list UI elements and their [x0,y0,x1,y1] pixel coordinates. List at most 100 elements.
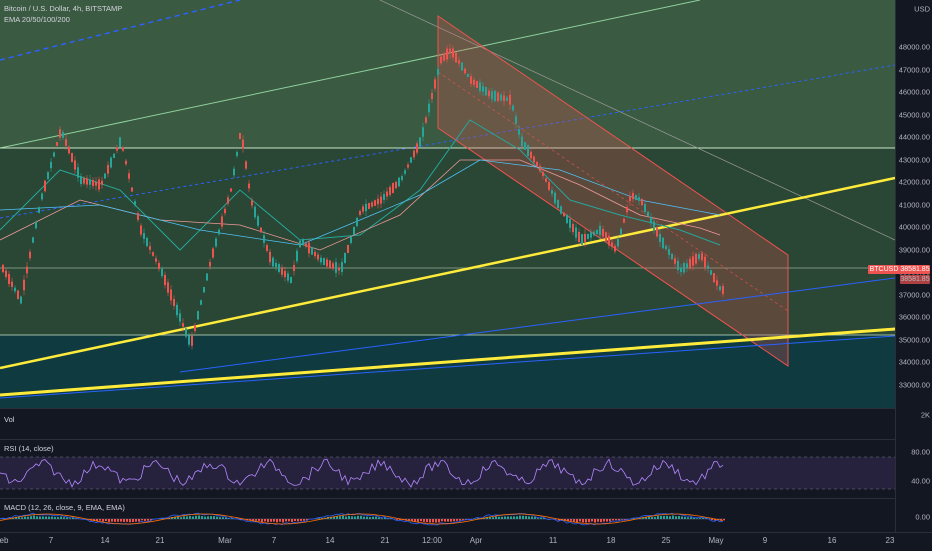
candle-body [542,172,544,176]
main-chart-pane[interactable]: Bitcoin / U.S. Dollar, 4h, BITSTAMP EMA … [0,0,895,408]
macd-bar [195,516,197,519]
rsi-canvas[interactable] [0,440,895,498]
candle-body [446,49,448,60]
candle-body [413,151,415,158]
macd-bar [447,519,449,522]
time-tick: 18 [607,536,616,545]
price-tag[interactable]: 38581.85 [900,265,930,274]
macd-bar [609,519,611,521]
macd-bar [594,519,596,523]
candle-body [515,116,517,123]
main-chart-canvas[interactable] [0,0,895,408]
macd-bar [48,517,50,519]
macd-canvas[interactable] [0,499,895,532]
price-tag-text: 38581.85 [900,266,929,273]
price-tick: 45000.00 [899,110,930,119]
candle-body [437,69,439,75]
time-tick: 11 [549,536,557,545]
candle-body [287,273,289,280]
candle-body [98,180,100,190]
volume-label[interactable]: Vol [4,415,14,424]
macd-bar [318,518,320,519]
macd-bar [198,515,200,519]
candle-body [455,53,457,63]
candle-body [266,245,268,251]
candle-body [467,74,469,77]
candle-body [20,297,22,304]
candle-body [458,60,460,63]
candle-body [86,178,88,184]
time-tick: 7 [272,536,276,545]
macd-bar [366,517,368,519]
candle-body [191,336,193,346]
candle-body [119,137,121,147]
candle-body [380,196,382,203]
price-tag-secondary[interactable]: 38581.85 [900,275,930,284]
candle-body [479,82,481,91]
macd-bar [681,517,683,519]
price-tick: 36000.00 [899,313,930,322]
macd-bar [663,516,665,519]
macd-bar [51,517,53,519]
macd-bar [408,519,410,520]
candle-body [428,104,430,113]
macd-bar [576,519,578,522]
candle-body [584,234,586,242]
candle-body [302,239,304,245]
candle-body [59,129,61,137]
candle-body [578,232,580,242]
candle-body [425,117,427,122]
macd-bar [60,517,62,519]
macd-bar [603,519,605,522]
time-tick: 25 [662,536,671,545]
macd-bar [684,517,686,519]
candle-body [14,288,16,292]
candle-body [434,79,436,88]
macd-bar [702,518,704,519]
macd-bar [660,516,662,519]
macd-bar [360,516,362,519]
candle-body [53,152,55,156]
candle-body [398,178,400,187]
volume-scale-tick: 2K [921,411,930,420]
candle-body [395,182,397,188]
candle-body [197,311,199,319]
candle-body [239,133,241,139]
candle-body [464,69,466,73]
candle-body [317,255,319,260]
candle-body [116,147,118,150]
candle-body [155,258,157,261]
macd-bar [354,516,356,519]
macd-pane[interactable]: MACD (12, 26, close, 9, EMA, EMA) [0,499,895,532]
chart-title[interactable]: Bitcoin / U.S. Dollar, 4h, BITSTAMP [4,4,122,13]
candle-body [617,239,619,246]
candle-body [422,127,424,136]
candle-body [131,187,133,191]
symbol-tag[interactable]: BTCUSD [868,265,900,274]
candle-body [230,188,232,191]
candle-body [629,196,631,201]
macd-bar [510,516,512,519]
macd-label[interactable]: MACD (12, 26, close, 9, EMA, EMA) [4,503,125,512]
volume-pane[interactable]: Vol [0,409,895,439]
macd-bar [357,516,359,519]
macd-bar [444,519,446,522]
price-tick: 47000.00 [899,65,930,74]
macd-bar [495,516,497,519]
rsi-label[interactable]: RSI (14, close) [4,444,54,453]
macd-bar [678,516,680,519]
candle-body [260,228,262,233]
candle-body [389,187,391,195]
candle-body [206,273,208,280]
rsi-pane[interactable]: RSI (14, close) [0,440,895,498]
candle-body [536,162,538,166]
ema-indicator-label[interactable]: EMA 20/50/100/200 [4,15,70,24]
macd-bar [300,519,302,521]
candle-body [704,257,706,268]
candle-body [485,87,487,96]
candle-body [320,258,322,263]
macd-bar [693,518,695,519]
candle-body [275,263,277,267]
macd-bar [540,518,542,519]
